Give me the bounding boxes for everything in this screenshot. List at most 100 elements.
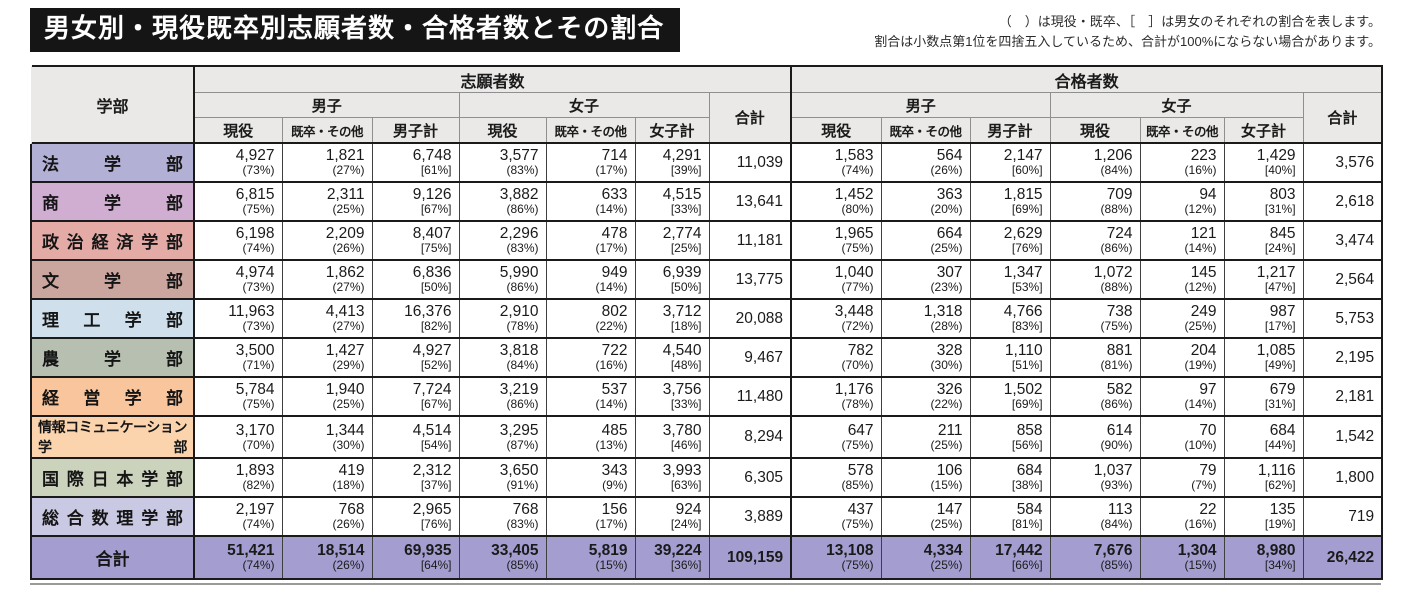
applicants-female-subtotal-ratio: [48%] [670,358,702,373]
applicants-female-subtotal-value: 4,291 [662,147,702,165]
accepted-male-current-ratio: (72%) [841,319,874,334]
applicants-male-subtotal-cell: 2,965 [76%] [371,496,460,537]
footnotes: （ ）は現役・既卒、［ ］は男女のそれぞれの割合を表します。 割合は小数点第1位… [874,12,1381,51]
header-app-female-graduate: 既卒・その他 [545,117,636,145]
applicants-male-current-cell: 3,500 (71%) [193,337,283,378]
accepted-female-subtotal-cell: 8,980 [34%] [1223,535,1304,580]
accepted-male-current-value: 1,583 [834,147,874,165]
accepted-male-subtotal-ratio: [51%] [1011,358,1043,373]
applicants-female-graduate-ratio: (13%) [595,437,628,452]
accepted-male-current-ratio: (75%) [841,437,874,452]
applicants-female-graduate-cell: 478 (17%) [545,220,636,261]
accepted-female-subtotal-value: 1,085 [1256,342,1296,360]
table-row: 法学部 4,927 (73%) 1,821 (27%) 6,748 [61%] 3,577 (8… [30,142,1383,183]
accepted-male-subtotal-ratio: [38%] [1011,478,1043,493]
applicants-male-subtotal-value: 2,965 [412,501,452,519]
applicants-male-current-cell: 4,974 (73%) [193,259,283,300]
accepted-female-subtotal-cell: 1,217 [47%] [1223,259,1304,300]
accepted-male-graduate-ratio: (28%) [930,319,963,334]
accepted-male-current-cell: 1,965 (75%) [790,220,882,261]
applicants-female-subtotal-value: 2,774 [662,225,702,243]
applicants-female-graduate-cell: 537 (14%) [545,376,636,417]
applicants-male-current-ratio: (74%) [242,241,275,256]
accepted-female-subtotal-value: 684 [1269,421,1296,439]
header-acc-male-graduate: 既卒・その他 [880,117,971,145]
applicants-male-subtotal-cell: 8,407 [75%] [371,220,460,261]
accepted-male-graduate-value: 4,334 [923,542,963,560]
applicants-male-graduate-value: 1,940 [325,381,365,399]
applicants-female-subtotal-value: 4,540 [662,342,702,360]
applicants-female-graduate-cell: 5,819 (15%) [545,535,636,580]
accepted-female-subtotal-ratio: [31%] [1264,397,1296,412]
accepted-female-graduate-ratio: (19%) [1184,358,1217,373]
accepted-male-current-ratio: (80%) [841,202,874,217]
applicants-female-graduate-cell: 714 (17%) [545,142,636,183]
accepted-total-cell: 2,195 [1302,337,1383,378]
applicants-female-current-value: 3,577 [499,147,539,165]
accepted-female-subtotal-value: 135 [1269,501,1296,519]
faculty-label: 情報コミュニケーション学部 [30,415,195,459]
accepted-male-subtotal-cell: 4,766 [83%] [969,298,1051,339]
applicants-female-current-cell: 3,650 (91%) [458,457,547,498]
applicants-male-current-cell: 5,784 (75%) [193,376,283,417]
table-container: 学部 志願者数 合格者数 男子 女子 合計 男子 女子 合計 現役 既卒・その他… [30,65,1384,586]
accepted-male-subtotal-ratio: [66%] [1011,558,1043,573]
header-faculty: 学部 [31,65,195,144]
accepted-male-subtotal-cell: 584 [81%] [969,496,1051,537]
accepted-female-current-value: 113 [1107,501,1133,519]
accepted-female-graduate-ratio: (14%) [1184,397,1217,412]
accepted-male-graduate-ratio: (25%) [930,558,963,573]
applicants-female-current-value: 768 [512,501,539,519]
applicants-male-graduate-cell: 1,821 (27%) [281,142,373,183]
accepted-female-current-value: 1,072 [1093,264,1133,282]
accepted-female-current-cell: 113 (84%) [1049,496,1141,537]
accepted-male-current-ratio: (85%) [841,478,874,493]
accepted-total-cell: 3,576 [1302,142,1383,183]
applicants-male-graduate-ratio: (26%) [332,517,365,532]
accepted-female-graduate-cell: 70 (10%) [1139,415,1225,459]
accepted-female-graduate-cell: 223 (16%) [1139,142,1225,183]
accepted-male-subtotal-cell: 2,147 [60%] [969,142,1051,183]
applicants-male-subtotal-value: 2,312 [412,462,452,480]
accepted-male-subtotal-cell: 2,629 [76%] [969,220,1051,261]
accepted-female-graduate-value: 223 [1190,147,1217,165]
accepted-female-graduate-cell: 1,304 (15%) [1139,535,1225,580]
accepted-female-subtotal-value: 803 [1269,186,1296,204]
applicants-total-cell: 109,159 [708,535,792,580]
applicants-male-current-value: 4,927 [235,147,275,165]
applicants-female-current-ratio: (91%) [506,478,539,493]
accepted-male-current-value: 1,040 [834,264,874,282]
applicants-male-graduate-cell: 1,940 (25%) [281,376,373,417]
applicants-male-graduate-value: 2,311 [326,186,365,204]
applicants-male-subtotal-ratio: [75%] [420,241,452,256]
applicants-female-current-value: 3,650 [499,462,539,480]
faculty-label: 経営学部 [30,376,195,417]
accepted-female-subtotal-value: 1,217 [1256,264,1296,282]
accepted-male-graduate-cell: 4,334 (25%) [880,535,971,580]
header-accepted-male: 男子 [790,92,1051,119]
accepted-female-current-ratio: (86%) [1100,397,1133,412]
accepted-female-subtotal-ratio: [19%] [1264,517,1296,532]
accepted-female-current-cell: 1,206 (84%) [1049,142,1141,183]
accepted-male-current-ratio: (74%) [841,163,874,178]
applicants-female-current-value: 5,990 [499,264,539,282]
applicants-female-current-cell: 3,577 (83%) [458,142,547,183]
applicants-female-graduate-ratio: (9%) [602,478,628,493]
applicants-total-cell: 11,480 [708,376,792,417]
applicants-female-graduate-ratio: (15%) [595,558,628,573]
accepted-male-graduate-value: 1,318 [923,303,963,321]
header-applicants-male: 男子 [193,92,460,119]
applicants-female-graduate-value: 537 [601,381,628,399]
accepted-male-graduate-cell: 326 (22%) [880,376,971,417]
accepted-male-subtotal-cell: 684 [38%] [969,457,1051,498]
header-accepted-female: 女子 [1049,92,1304,119]
applicants-male-current-value: 51,421 [227,542,275,560]
applicants-female-subtotal-ratio: [63%] [670,478,702,493]
applicants-female-current-ratio: (84%) [506,358,539,373]
accepted-male-graduate-cell: 328 (30%) [880,337,971,378]
accepted-male-graduate-cell: 211 (25%) [880,415,971,459]
applicants-female-graduate-value: 343 [601,462,628,480]
applicants-female-current-cell: 2,296 (83%) [458,220,547,261]
accepted-male-graduate-ratio: (25%) [930,437,963,452]
applicants-male-subtotal-cell: 6,836 [50%] [371,259,460,300]
